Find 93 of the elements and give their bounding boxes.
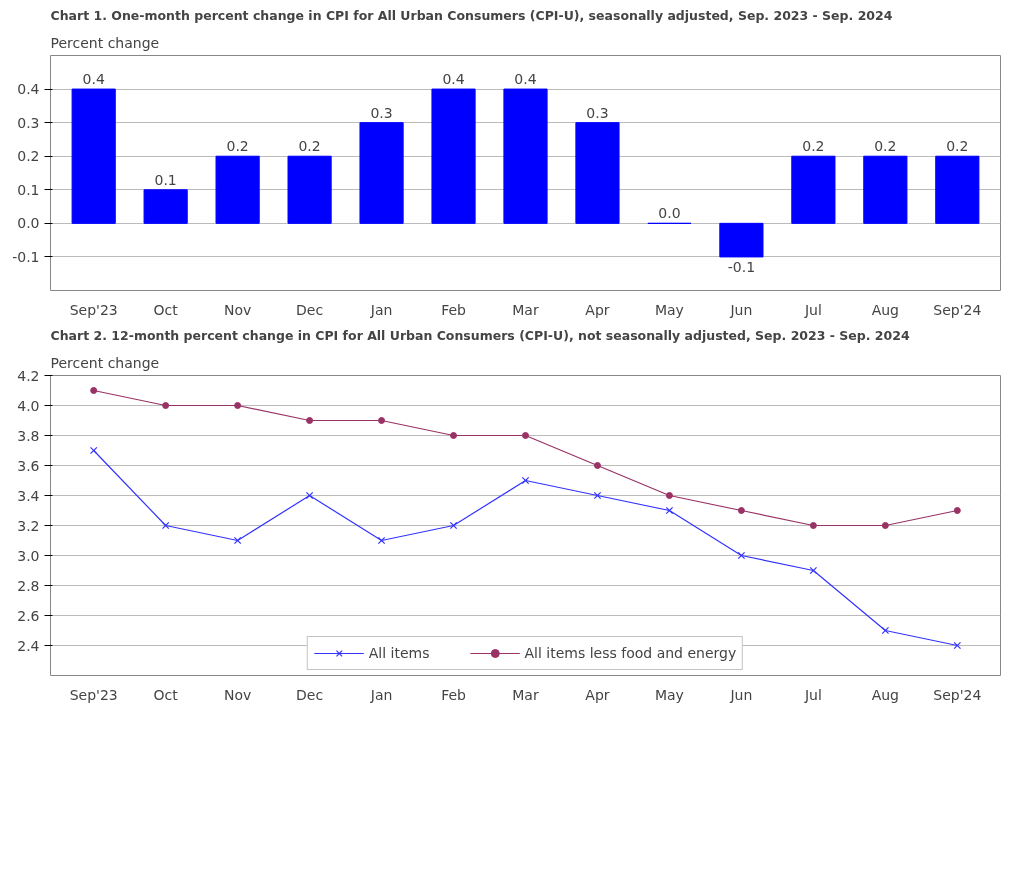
bar <box>863 155 908 224</box>
y-axis-title: Percent change <box>50 354 160 371</box>
bar <box>719 222 764 258</box>
y-tick-label: 4.2 <box>17 367 40 384</box>
x-tick-label: Aug <box>871 301 900 318</box>
x-tick-label: Jun <box>729 686 753 703</box>
data-label: 0.4 <box>514 71 537 88</box>
x-tick-label: Sep'23 <box>69 301 118 318</box>
point <box>306 417 314 424</box>
x-tick-label: Oct <box>153 301 179 318</box>
y-tick-label: 3.8 <box>17 427 40 444</box>
point <box>881 522 889 529</box>
x-tick-label: May <box>654 301 684 318</box>
x-tick-label: Jun <box>729 301 753 318</box>
y-tick-label: 2.6 <box>17 607 40 624</box>
point <box>90 387 98 394</box>
x-tick-label: Jan <box>369 301 393 318</box>
point <box>737 551 746 560</box>
bar <box>359 122 404 224</box>
data-label: 0.3 <box>586 104 609 121</box>
x-tick-label: Sep'24 <box>933 301 982 318</box>
data-label: 0.2 <box>802 138 825 155</box>
x-tick-label: Feb <box>441 686 467 703</box>
data-label: 0.2 <box>226 138 249 155</box>
point <box>593 462 601 469</box>
y-tick-label: 4.0 <box>17 397 40 414</box>
x-tick-label: May <box>654 686 684 703</box>
x-tick-label: Dec <box>296 301 324 318</box>
x-tick-label: Apr <box>585 686 610 703</box>
x-tick-label: Sep'24 <box>933 686 982 703</box>
bar <box>503 88 548 224</box>
x-tick-label: Aug <box>871 686 900 703</box>
y-tick-label: 2.8 <box>17 577 40 594</box>
data-label: 0.4 <box>82 71 105 88</box>
point <box>953 507 961 514</box>
point <box>162 402 170 409</box>
y-tick-label: 2.4 <box>17 637 40 654</box>
x-tick-label: Jul <box>803 686 822 703</box>
point <box>809 522 817 529</box>
x-tick-label: Oct <box>153 686 179 703</box>
x-tick-label: Apr <box>585 301 610 318</box>
bar <box>575 122 620 224</box>
chart-title: Chart 1. One-month percent change in CPI for All Urban Consumers (CPI-U), seasonally adjusted, Sep. 2023 - Sep. 2024 <box>50 7 893 23</box>
x-tick-label: Nov <box>223 301 252 318</box>
bar <box>935 155 980 224</box>
point <box>233 536 242 545</box>
point <box>665 492 673 499</box>
point <box>809 566 818 575</box>
y-tick-label: -0.1 <box>12 248 40 265</box>
x-tick-label: Dec <box>296 686 324 703</box>
point <box>89 446 98 455</box>
legend-label: All items <box>368 645 430 661</box>
x-tick-label: Mar <box>512 301 539 318</box>
x-tick-label: Mar <box>512 686 539 703</box>
chart-title: Chart 2. 12-month percent change in CPI for All Urban Consumers (CPI-U), not seasonally adjusted, Sep. 2023 - Sep. 2024 <box>50 327 910 343</box>
point <box>737 507 745 514</box>
point <box>953 641 962 650</box>
point <box>161 521 170 530</box>
x-tick-label: Feb <box>441 301 467 318</box>
y-tick-label: 3.2 <box>17 517 40 534</box>
data-label: 0.3 <box>370 104 393 121</box>
bar <box>143 189 188 224</box>
y-tick-label: 0.1 <box>17 181 40 198</box>
data-label: 0.0 <box>658 205 681 222</box>
y-tick-label: 3.6 <box>17 457 40 474</box>
bar <box>287 155 332 224</box>
point <box>522 432 529 439</box>
y-tick-label: 0.0 <box>17 215 40 232</box>
data-label: 0.2 <box>298 138 321 155</box>
point <box>378 417 386 424</box>
y-axis-title: Percent change <box>50 34 160 51</box>
y-tick-label: 3.4 <box>17 487 40 504</box>
point <box>450 432 458 439</box>
bar <box>431 88 476 224</box>
data-label: 0.1 <box>154 171 177 188</box>
bar <box>791 155 836 224</box>
y-tick-label: 0.4 <box>17 81 40 98</box>
x-tick-label: Jul <box>803 301 822 318</box>
bar <box>71 88 116 224</box>
bar <box>215 155 260 224</box>
y-tick-label: 0.2 <box>17 148 40 165</box>
x-tick-label: Nov <box>223 686 252 703</box>
x-tick-label: Sep'23 <box>69 686 118 703</box>
data-label: 0.4 <box>442 71 465 88</box>
point <box>881 626 890 635</box>
y-tick-label: 0.3 <box>17 114 40 131</box>
data-label: -0.1 <box>727 258 756 275</box>
y-tick-label: 3.0 <box>17 547 40 564</box>
data-label: 0.2 <box>946 138 969 155</box>
data-label: 0.2 <box>874 138 897 155</box>
legend-label: All items less food and energy <box>524 645 737 661</box>
x-tick-label: Jan <box>369 686 393 703</box>
point <box>234 402 242 409</box>
